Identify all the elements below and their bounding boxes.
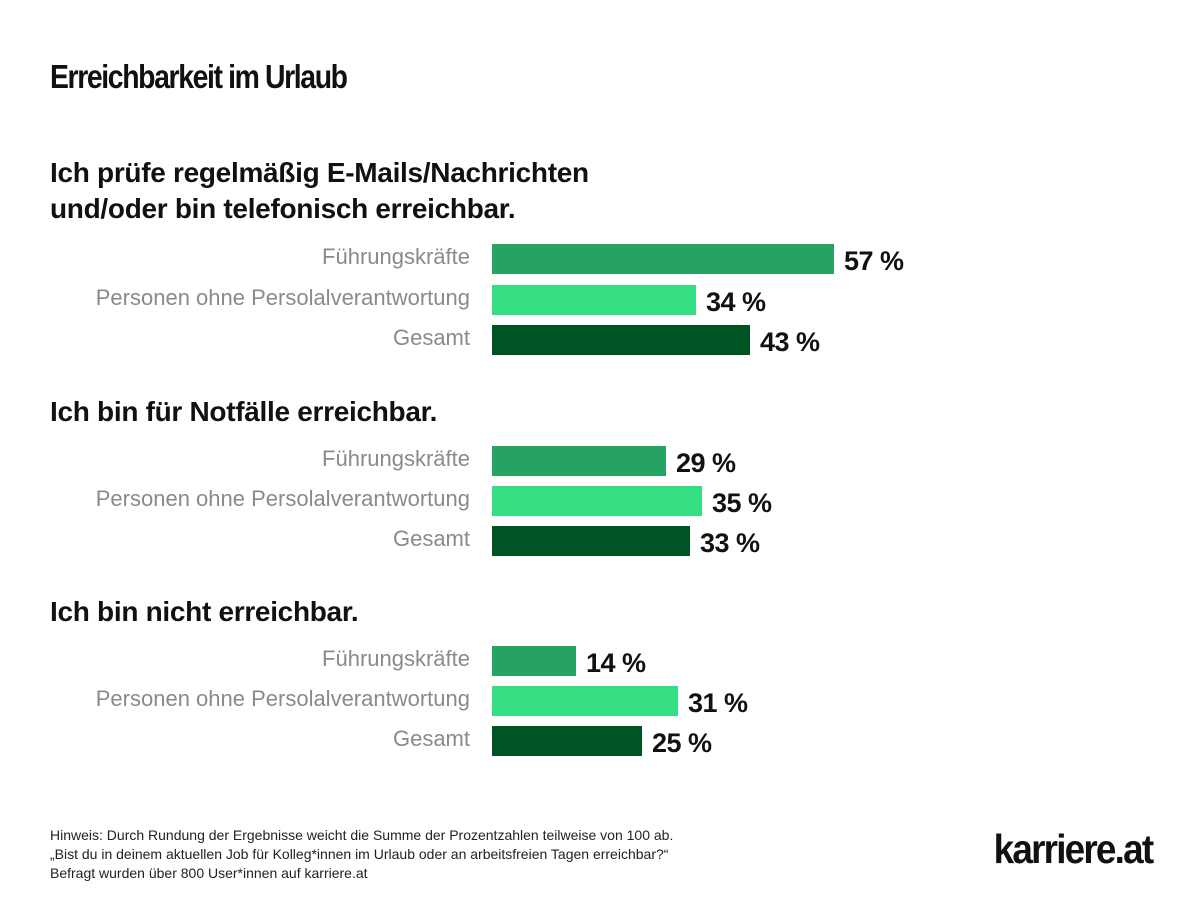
footnote-line: „Bist du in deinem aktuellen Job für Kol…: [50, 846, 669, 862]
footnote-line: Hinweis: Durch Rundung der Ergebnisse we…: [50, 827, 674, 843]
bar-label: Gesamt: [392, 526, 470, 551]
bar-gesamt: [492, 325, 750, 355]
bar-ohne-personal: [492, 486, 702, 516]
bar-value-label: 33 %: [700, 528, 760, 558]
karriere-logo: karriere.at: [993, 826, 1153, 872]
group-title: Ich prüfe regelmäßig E-Mails/Nachrichten…: [50, 155, 1150, 227]
group-not-reachable: Ich bin nicht erreichbar. Führungskräfte…: [50, 594, 1150, 758]
bar-label: Personen ohne Persolalverantwortung: [95, 486, 470, 511]
group-emergency-reachable: Ich bin für Notfälle erreichbar. Führung…: [50, 394, 1150, 558]
bar-fuehrungskraefte: [492, 646, 576, 676]
group-title-line: und/oder bin telefonisch erreichbar.: [50, 193, 516, 224]
bar-value-label: 34 %: [706, 287, 766, 317]
bar-row-ohne-personal: Personen ohne Persolalverantwortung 34 %: [50, 285, 1150, 317]
footnote-line: Befragt wurden über 800 User*innen auf k…: [50, 865, 368, 881]
bar-fuehrungskraefte: [492, 446, 666, 476]
bar-value-label: 57 %: [844, 246, 904, 276]
bar-row-gesamt: Gesamt 25 %: [50, 726, 1150, 758]
bar-gesamt: [492, 726, 642, 756]
bar-value-label: 35 %: [712, 488, 772, 518]
bar-ohne-personal: [492, 285, 696, 315]
group-title-line: Ich prüfe regelmäßig E-Mails/Nachrichten: [50, 157, 589, 188]
bar-label: Führungskräfte: [322, 446, 470, 471]
footnote: Hinweis: Durch Rundung der Ergebnisse we…: [50, 826, 673, 883]
bar-fuehrungskraefte: [492, 244, 834, 274]
bar-row-ohne-personal: Personen ohne Persolalverantwortung 31 %: [50, 686, 1150, 718]
bar-value-label: 14 %: [586, 648, 646, 678]
bar-label: Führungskräfte: [322, 244, 470, 269]
bar-label: Führungskräfte: [322, 646, 470, 671]
group-title: Ich bin für Notfälle erreichbar.: [50, 394, 1150, 430]
bar-value-label: 43 %: [760, 327, 820, 357]
bar-label: Gesamt: [392, 325, 470, 350]
bar-row-gesamt: Gesamt 43 %: [50, 325, 1150, 357]
bar-row-fuehrungskraefte: Führungskräfte 29 %: [50, 446, 1150, 478]
bar-ohne-personal: [492, 686, 678, 716]
bar-label: Gesamt: [392, 726, 470, 751]
bar-label: Personen ohne Persolalverantwortung: [95, 686, 470, 711]
chart-title: Erreichbarkeit im Urlaub: [50, 58, 348, 95]
bar-value-label: 29 %: [676, 448, 736, 478]
group-title-line: Ich bin für Notfälle erreichbar.: [50, 396, 438, 427]
bar-gesamt: [492, 526, 690, 556]
group-title-line: Ich bin nicht erreichbar.: [50, 596, 359, 627]
group-title: Ich bin nicht erreichbar.: [50, 594, 1150, 630]
bar-row-fuehrungskraefte: Führungskräfte 57 %: [50, 244, 1150, 276]
bar-row-fuehrungskraefte: Führungskräfte 14 %: [50, 646, 1150, 678]
bar-row-ohne-personal: Personen ohne Persolalverantwortung 35 %: [50, 486, 1150, 518]
group-email-reachable: Ich prüfe regelmäßig E-Mails/Nachrichten…: [50, 155, 1150, 357]
bar-label: Personen ohne Persolalverantwortung: [95, 285, 470, 310]
bar-value-label: 25 %: [652, 728, 712, 758]
bar-value-label: 31 %: [688, 688, 748, 718]
bar-row-gesamt: Gesamt 33 %: [50, 526, 1150, 558]
